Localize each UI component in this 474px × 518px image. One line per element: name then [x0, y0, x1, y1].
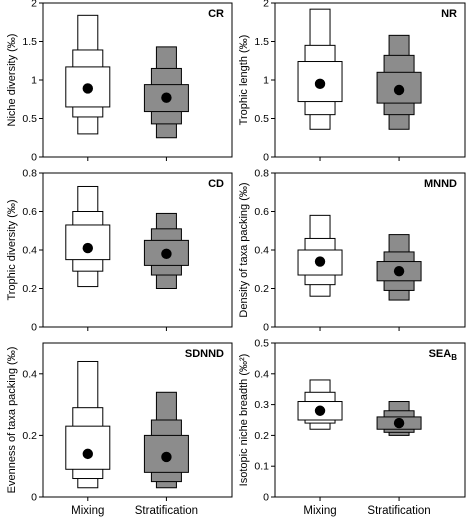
- panel-label-text: CD: [208, 178, 224, 190]
- panel-5: 0 0.1 0.2 0.3 0.4 0.5 Isotopic niche breadth (…: [238, 338, 466, 517]
- y-tick-label: 0.5: [22, 113, 37, 125]
- panel-label: NR: [441, 8, 457, 20]
- mean-point-mixing: [314, 78, 326, 90]
- mean-point-mixing: [82, 242, 93, 254]
- y-tick-label: 0.6: [22, 206, 37, 218]
- panel-label: SDNND: [185, 348, 224, 360]
- y-tick-label: 0: [31, 152, 37, 164]
- y-tick-label: 1: [31, 75, 37, 87]
- y-tick-label: 0.2: [22, 430, 37, 442]
- panel-label: SEAB: [429, 348, 458, 362]
- y-tick-label: 0.2: [254, 430, 269, 442]
- y-tick-label: 0: [263, 492, 269, 504]
- mean-point-mixing: [314, 256, 326, 267]
- y-axis-label: Density of taxa packing (‰): [238, 182, 250, 317]
- panel-2: 0 0.2 0.4 0.6 0.8 Trophic diversity (‰) CD: [6, 168, 233, 334]
- y-tick-label: 0.2: [254, 283, 269, 295]
- y-tick-label: 1: [263, 75, 269, 87]
- panel-label-text: NR: [441, 8, 457, 20]
- y-tick-label: 2: [31, 0, 37, 10]
- panel-label: CR: [208, 8, 224, 20]
- panel-frame: [274, 342, 466, 498]
- y-tick-label: 0.5: [254, 338, 269, 350]
- y-tick-label: 0.6: [254, 206, 269, 218]
- y-tick-label: 0.4: [254, 368, 269, 380]
- panel-label-text: SDNND: [185, 348, 224, 360]
- y-tick-label: 0.4: [254, 245, 269, 257]
- y-tick-label: 0: [263, 152, 269, 164]
- mean-point-stratification: [161, 92, 172, 103]
- x-category-label: Mixing: [71, 505, 104, 517]
- panel-1: 0 0.5 1 1.5 2 Trophic length (‰) NR: [238, 0, 466, 164]
- mean-point-mixing: [82, 83, 93, 94]
- mean-point-stratification: [161, 248, 172, 260]
- y-tick-label: 0.5: [254, 113, 269, 125]
- y-axis-label: Evenness of taxa packing (‰): [6, 347, 18, 494]
- panel-label: MNND: [424, 178, 457, 190]
- y-tick-label: 0.1: [254, 461, 269, 473]
- band-mixing-2: [297, 61, 343, 103]
- y-tick-label: 1.5: [254, 36, 269, 48]
- panel-label-text: SEA: [429, 348, 452, 360]
- band-stratification-2: [143, 239, 189, 266]
- mean-point-mixing: [314, 405, 326, 416]
- panel-label-text: CR: [208, 8, 224, 20]
- band-mixing-2: [65, 224, 111, 261]
- panel-label: CD: [208, 178, 224, 190]
- x-category-label: Mixing: [303, 505, 336, 517]
- y-tick-label: 0.4: [22, 368, 37, 380]
- panel-frame: [42, 342, 233, 498]
- panel-label-subscript: B: [451, 353, 457, 362]
- panel-4: 0 0.2 0.4 Evenness of taxa packing (‰) SDNND…: [6, 342, 233, 517]
- y-tick-label: 1.5: [22, 36, 37, 48]
- panel-3: 0 0.2 0.4 0.6 0.8 Density of taxa packing (‰)…: [238, 168, 466, 334]
- panel-label-text: MNND: [424, 178, 457, 190]
- y-axis-label: Isotopic niche breadth (‰²): [238, 354, 250, 487]
- mean-point-stratification: [161, 451, 172, 463]
- y-tick-label: 2: [263, 0, 269, 10]
- mean-point-stratification: [393, 417, 405, 429]
- y-axis-label: Trophic diversity (‰): [6, 199, 18, 300]
- y-tick-label: 0.8: [22, 168, 37, 180]
- band-mixing-2: [297, 249, 343, 276]
- mean-point-mixing: [82, 448, 93, 460]
- y-tick-label: 0: [31, 492, 37, 504]
- mean-point-stratification: [393, 84, 405, 96]
- x-category-label: Stratification: [135, 505, 198, 517]
- y-tick-label: 0.4: [22, 245, 37, 257]
- y-axis-label: Trophic length (‰): [238, 35, 250, 126]
- panel-0: 0 0.5 1 1.5 2 Niche diversity (‰) CR: [6, 0, 233, 164]
- y-tick-label: 0: [31, 322, 37, 334]
- y-tick-label: 0.2: [22, 283, 37, 295]
- mean-point-stratification: [393, 265, 405, 277]
- y-axis-label: Niche diversity (‰): [6, 34, 18, 127]
- y-tick-label: 0.8: [254, 168, 269, 180]
- x-category-label: Stratification: [367, 505, 430, 517]
- y-tick-label: 0.3: [254, 399, 269, 411]
- y-tick-label: 0: [263, 322, 269, 334]
- band-mixing-2: [65, 425, 111, 470]
